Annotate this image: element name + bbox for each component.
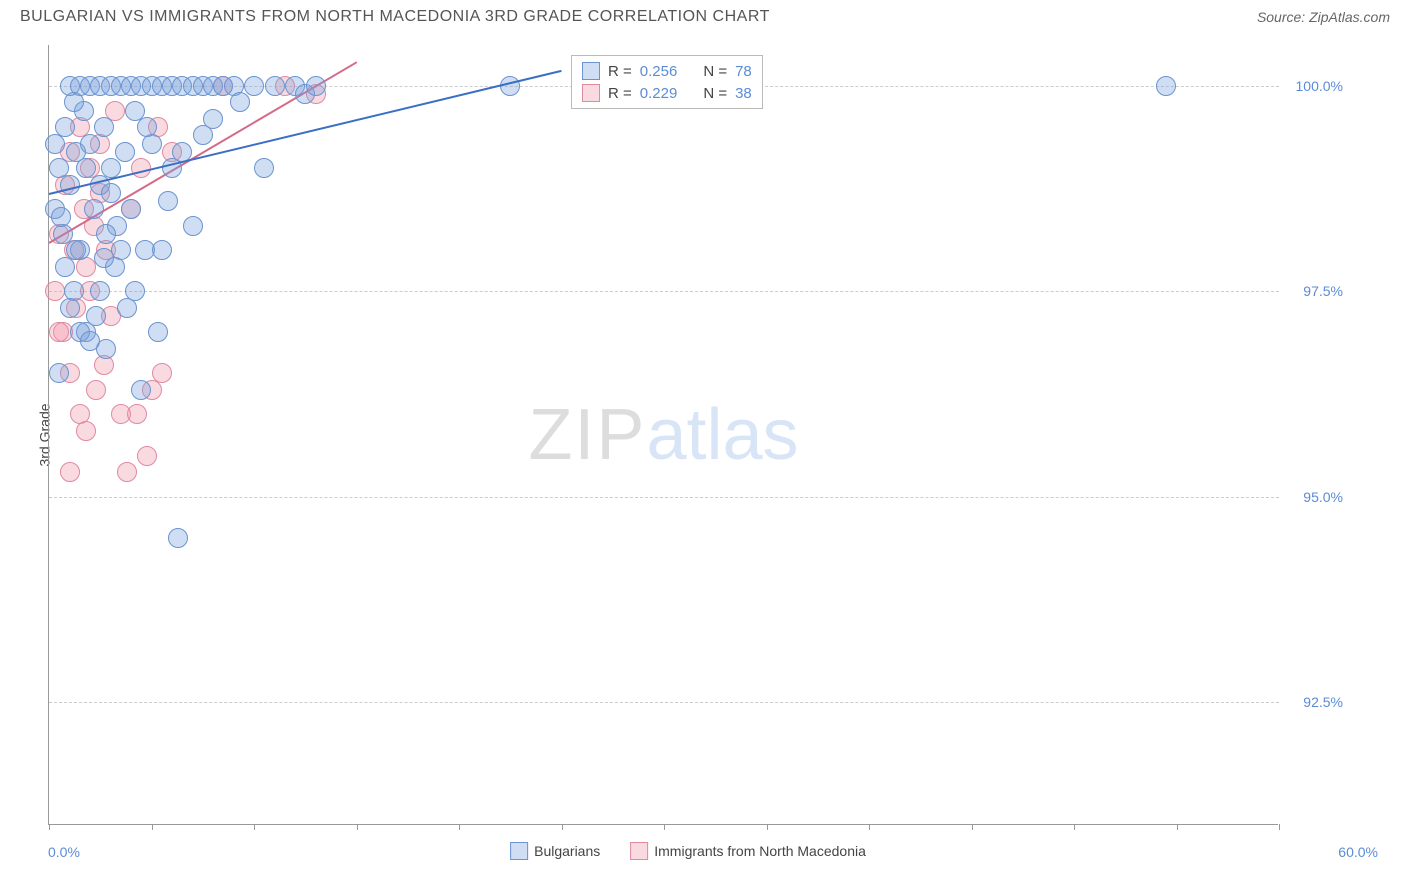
blue-point — [60, 298, 80, 318]
blue-point — [193, 125, 213, 145]
pink-point — [152, 363, 172, 383]
blue-point — [121, 199, 141, 219]
x-tick — [562, 824, 563, 830]
pink-point — [86, 380, 106, 400]
blue-point — [101, 158, 121, 178]
n-label: N = — [703, 63, 727, 80]
blue-point — [96, 224, 116, 244]
y-tick-label: 100.0% — [1296, 78, 1343, 94]
blue-point — [183, 216, 203, 236]
x-tick — [152, 824, 153, 830]
gridline — [49, 291, 1279, 292]
swatch-icon — [582, 84, 600, 102]
blue-point — [76, 158, 96, 178]
blue-point — [115, 142, 135, 162]
x-tick — [49, 824, 50, 830]
legend-item: Bulgarians — [510, 842, 600, 860]
stats-row: R = 0.256 N = 78 — [582, 60, 752, 82]
r-value: 0.229 — [640, 85, 678, 102]
blue-point — [1156, 76, 1176, 96]
r-label: R = — [608, 63, 632, 80]
stats-box: R = 0.256 N = 78 R = 0.229 N = 38 — [571, 55, 763, 109]
pink-point — [127, 404, 147, 424]
x-axis-min-label: 0.0% — [48, 844, 80, 860]
blue-point — [94, 248, 114, 268]
blue-point — [125, 281, 145, 301]
blue-point — [84, 199, 104, 219]
legend-label: Immigrants from North Macedonia — [654, 843, 866, 859]
pink-point — [117, 462, 137, 482]
blue-point — [66, 240, 86, 260]
gridline — [49, 702, 1279, 703]
blue-point — [90, 281, 110, 301]
blue-point — [265, 76, 285, 96]
y-tick-label: 92.5% — [1303, 694, 1343, 710]
blue-point — [168, 528, 188, 548]
gridline — [49, 497, 1279, 498]
y-tick-label: 95.0% — [1303, 489, 1343, 505]
swatch-icon — [582, 62, 600, 80]
x-tick — [767, 824, 768, 830]
plot-area: ZIPatlas 92.5%95.0%97.5%100.0%R =0.256N … — [48, 45, 1278, 825]
blue-point — [80, 331, 100, 351]
watermark: ZIPatlas — [528, 394, 798, 476]
x-tick — [869, 824, 870, 830]
stats-row: R = 0.229 N = 38 — [582, 82, 752, 104]
x-tick — [664, 824, 665, 830]
watermark-atlas: atlas — [646, 395, 798, 475]
n-value: 78 — [735, 63, 752, 80]
pink-point — [76, 421, 96, 441]
x-tick — [972, 824, 973, 830]
blue-point — [148, 322, 168, 342]
r-label: R = — [608, 85, 632, 102]
blue-point — [137, 117, 157, 137]
blue-point — [64, 92, 84, 112]
blue-point — [244, 76, 264, 96]
pink-point — [60, 462, 80, 482]
legend-label: Bulgarians — [534, 843, 600, 859]
r-value: 0.256 — [640, 63, 678, 80]
watermark-zip: ZIP — [528, 395, 646, 475]
chart-header: BULGARIAN VS IMMIGRANTS FROM NORTH MACED… — [0, 0, 1406, 30]
blue-point — [306, 76, 326, 96]
blue-point — [49, 363, 69, 383]
x-tick — [1177, 824, 1178, 830]
x-tick — [1279, 824, 1280, 830]
n-value: 38 — [735, 85, 752, 102]
x-tick — [254, 824, 255, 830]
chart-source: Source: ZipAtlas.com — [1257, 9, 1390, 25]
blue-point — [230, 92, 250, 112]
legend-item: Immigrants from North Macedonia — [630, 842, 866, 860]
x-axis-max-label: 60.0% — [1338, 844, 1378, 860]
x-tick — [357, 824, 358, 830]
x-tick — [459, 824, 460, 830]
blue-point — [131, 380, 151, 400]
blue-point — [94, 117, 114, 137]
pink-point — [45, 281, 65, 301]
blue-point — [254, 158, 274, 178]
blue-point — [86, 306, 106, 326]
y-tick-label: 97.5% — [1303, 283, 1343, 299]
pink-point — [49, 322, 69, 342]
swatch-icon — [510, 842, 528, 860]
blue-point — [80, 134, 100, 154]
n-label: N = — [703, 85, 727, 102]
chart-container: 3rd Grade ZIPatlas 92.5%95.0%97.5%100.0%… — [48, 45, 1328, 825]
swatch-icon — [630, 842, 648, 860]
blue-point — [500, 76, 520, 96]
blue-point — [152, 240, 172, 260]
blue-point — [51, 207, 71, 227]
x-tick — [1074, 824, 1075, 830]
blue-point — [101, 183, 121, 203]
blue-point — [45, 134, 65, 154]
bottom-legend: Bulgarians Immigrants from North Macedoni… — [510, 842, 866, 860]
blue-point — [158, 191, 178, 211]
pink-point — [137, 446, 157, 466]
chart-title: BULGARIAN VS IMMIGRANTS FROM NORTH MACED… — [20, 8, 770, 26]
